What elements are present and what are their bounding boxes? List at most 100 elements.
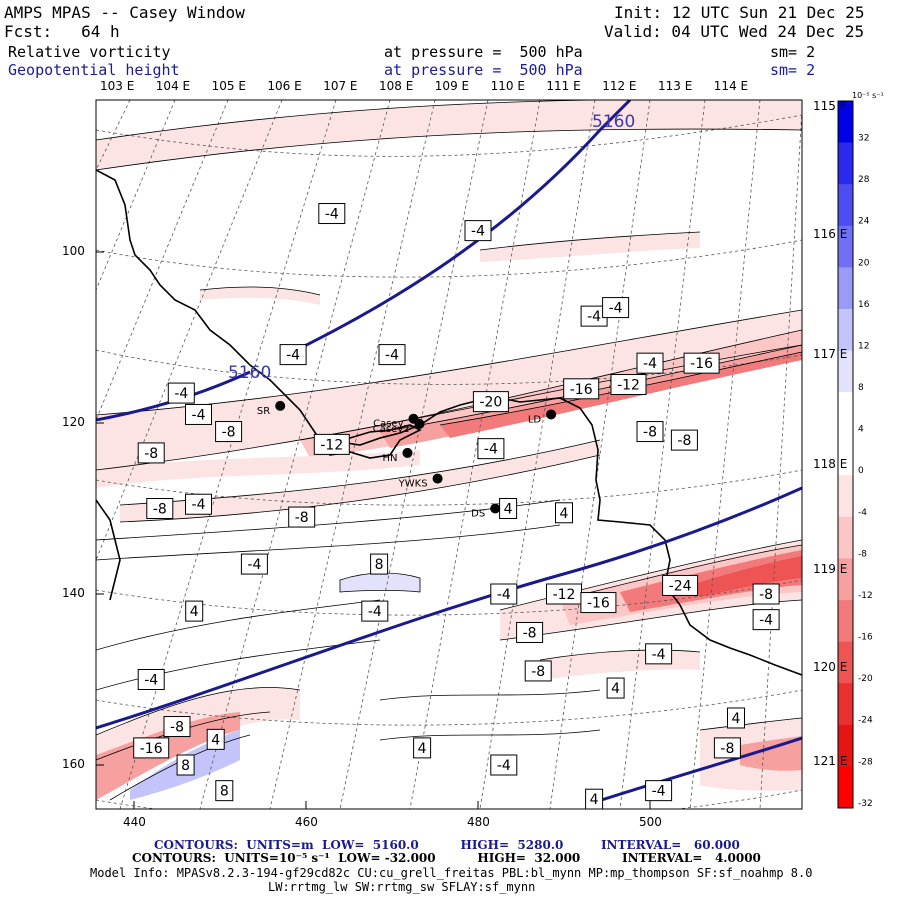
height-label-left: 5160 [228, 363, 271, 383]
longitude-lines [96, 100, 802, 809]
field1-smoothing: sm= 2 [770, 43, 816, 61]
station-marker [432, 473, 443, 484]
field2-smoothing: sm= 2 [770, 61, 816, 79]
svg-text:-4: -4 [385, 348, 399, 364]
vorticity-label: -4 [279, 344, 307, 366]
longitude-label-top: 109 E [434, 79, 470, 93]
vorticity-label: -8 [636, 421, 664, 443]
colorbar-level: 32 [858, 134, 869, 144]
colorbar-level: -8 [858, 549, 867, 559]
svg-text:-4: -4 [587, 309, 601, 325]
svg-text:4: 4 [590, 792, 599, 808]
vorticity-label: 8 [370, 553, 389, 575]
colorbar-level: -24 [858, 716, 873, 726]
vorticity-label: -4 [185, 403, 212, 425]
svg-text:-4: -4 [368, 604, 382, 620]
svg-text:-4: -4 [484, 442, 498, 458]
svg-text:4: 4 [211, 732, 220, 748]
svg-text:-8: -8 [170, 720, 184, 736]
svg-text:4: 4 [190, 604, 199, 620]
longitude-label-top: 103 E [100, 79, 135, 93]
station-label: YWKS [398, 479, 428, 490]
vorticity-label: 4 [413, 737, 432, 759]
colorbar-level: 24 [858, 217, 870, 227]
vorticity-label: -4 [240, 553, 268, 575]
plot-title: AMPS MPAS -- Casey Window [4, 3, 245, 22]
svg-text:-16: -16 [587, 596, 610, 612]
colorbar-swatch [838, 683, 853, 726]
vorticity-label: -20 [472, 391, 509, 413]
vorticity-label: -8 [713, 737, 741, 759]
svg-text:-4: -4 [652, 784, 666, 800]
svg-text:8: 8 [375, 557, 384, 573]
svg-text:-12: -12 [320, 437, 343, 453]
colorbar-swatch [838, 225, 853, 268]
colorbar-swatch [838, 350, 853, 393]
colorbar-swatch [838, 101, 853, 144]
colorbar-level: 0 [858, 466, 864, 476]
vorticity-label: -8 [524, 660, 552, 682]
colorbar-swatch [838, 766, 853, 809]
plot-frame [95, 99, 803, 810]
longitude-label-top: 110 E [490, 79, 525, 93]
svg-text:-8: -8 [523, 625, 537, 641]
colorbar-level: 16 [858, 300, 870, 310]
vorticity-label: -4 [636, 352, 664, 374]
colorbar-swatch [838, 641, 853, 684]
svg-text:-8: -8 [153, 502, 167, 518]
y-axis-tick-label: 100 [62, 244, 85, 258]
colorbar-level: 12 [858, 341, 869, 351]
station-label: Casey2 [373, 424, 410, 435]
colorbar-swatch [838, 142, 853, 185]
vorticity-label: -16 [563, 378, 600, 400]
svg-text:-4: -4 [759, 613, 773, 629]
y-axis-tick-label: 120 [62, 415, 85, 429]
svg-text:-12: -12 [553, 587, 576, 603]
vorticity-label: -4 [645, 780, 673, 802]
longitude-label-right: 116 E [813, 227, 848, 241]
vorticity-label: -4 [490, 583, 518, 605]
colorbar-level: -20 [858, 674, 873, 684]
svg-text:8: 8 [220, 784, 229, 800]
svg-text:-16: -16 [140, 741, 163, 757]
y-axis-tick-label: 140 [62, 586, 85, 600]
longitude-label-top: 107 E [323, 79, 358, 93]
vorticity-label: -8 [516, 621, 544, 643]
station-marker [275, 400, 286, 411]
y-axis-tick-label: 160 [62, 757, 85, 771]
colorbar-level: -4 [858, 508, 867, 518]
svg-text:-8: -8 [643, 425, 657, 441]
longitude-label-right: 120 E [813, 660, 848, 674]
svg-text:-4: -4 [643, 356, 657, 372]
field2-level: at pressure = 500 hPa [384, 61, 583, 79]
vorticity-shading [96, 100, 802, 800]
station-marker [490, 503, 501, 514]
svg-text:-8: -8 [677, 433, 691, 449]
svg-text:-8: -8 [759, 587, 773, 603]
vorticity-label: -12 [313, 433, 350, 455]
vorticity-label: -16 [683, 352, 720, 374]
vorticity-label: 4 [606, 677, 625, 699]
vorticity-label: -8 [163, 716, 191, 738]
vorticity-label: -4 [645, 643, 673, 665]
colorbar-swatch [838, 600, 853, 643]
svg-text:-4: -4 [497, 758, 511, 774]
station-marker [546, 409, 557, 420]
longitude-label-top: 104 E [155, 79, 191, 93]
vorticity-label: -8 [752, 583, 780, 605]
vorticity-label: -4 [580, 305, 608, 327]
geopotential-height-contours [96, 100, 802, 804]
vorticity-label: -16 [133, 737, 170, 759]
svg-text:-20: -20 [479, 395, 502, 411]
vorticity-label: -4 [602, 297, 630, 319]
init-time: Init: 12 UTC Sun 21 Dec 25 [614, 3, 865, 22]
colorbar-swatch [838, 724, 853, 767]
longitude-label-right: 115 E [813, 99, 848, 113]
vorticity-label: -24 [662, 574, 699, 596]
svg-text:-4: -4 [144, 673, 158, 689]
svg-text:-4: -4 [286, 348, 300, 364]
svg-text:-8: -8 [531, 664, 545, 680]
footer-height-contours: CONTOURS: UNITS=m LOW= 5160.0 HIGH= 5280… [154, 838, 740, 852]
vorticity-label: 4 [185, 600, 204, 622]
longitude-label-top: 108 E [379, 79, 414, 93]
